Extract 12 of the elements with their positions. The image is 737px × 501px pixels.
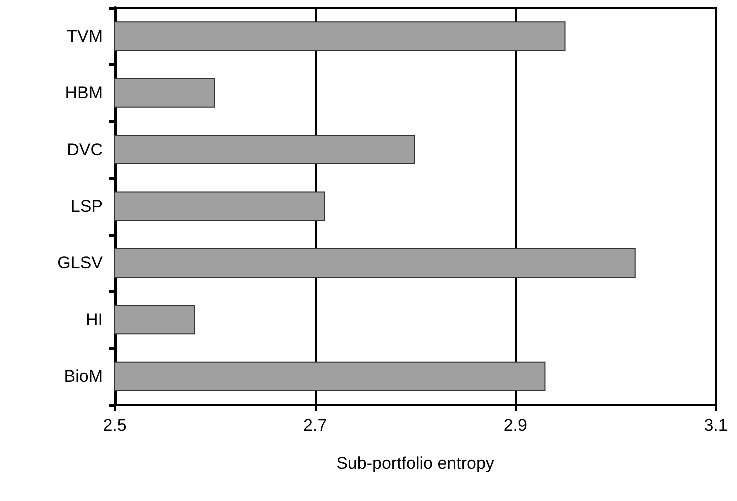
x-axis-title: Sub-portfolio entropy	[336, 454, 495, 473]
x-tick-label: 2.5	[103, 416, 127, 435]
y-tick-label: HBM	[65, 84, 103, 103]
y-tick-label: LSP	[70, 197, 103, 216]
y-tick-label: BioM	[64, 367, 103, 386]
y-tick-label: GLSV	[58, 254, 104, 273]
x-tick-label: 2.9	[504, 416, 528, 435]
x-tick-label: 2.7	[304, 416, 328, 435]
x-tick-label: 3.1	[704, 416, 728, 435]
y-tick-label: DVC	[67, 140, 103, 160]
y-tick-label: TVM	[67, 26, 103, 46]
y-tick-label: HI	[86, 310, 103, 330]
